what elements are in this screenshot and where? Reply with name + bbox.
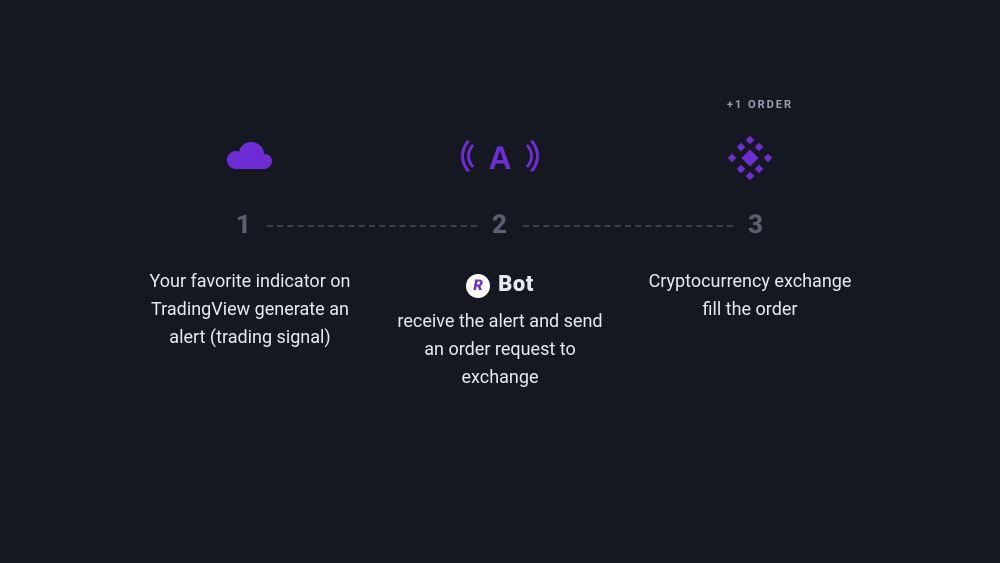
description-row: Your favorite indicator on TradingView g… (0, 268, 1000, 392)
number-row: 1 2 3 (0, 210, 1000, 240)
cloud-icon (225, 130, 275, 186)
antenna-icon: A (472, 130, 528, 186)
infographic-canvas: +1 ORDER A (0, 0, 1000, 563)
step-number-1: 1 (229, 210, 259, 240)
step-number-2: 2 (485, 210, 515, 240)
bot-label: Bot (498, 268, 534, 302)
icon-row: A (0, 130, 1000, 186)
step-1-description: Your favorite indicator on TradingView g… (125, 268, 375, 352)
bot-logo-icon: R (466, 274, 490, 298)
order-badge: +1 ORDER (700, 98, 820, 111)
step-number-3: 3 (741, 210, 771, 240)
binance-icon (727, 130, 773, 186)
step-3 (625, 130, 875, 186)
connector-1-2 (267, 225, 477, 227)
step-3-description: Cryptocurrency exchange fill the order (625, 268, 875, 324)
step-2-description: R Bot receive the alert and send an orde… (375, 268, 625, 392)
step-2: A (375, 130, 625, 186)
step-2-description-tail: receive the alert and send an order requ… (393, 308, 607, 392)
step-1 (125, 130, 375, 186)
connector-2-3 (523, 225, 733, 227)
